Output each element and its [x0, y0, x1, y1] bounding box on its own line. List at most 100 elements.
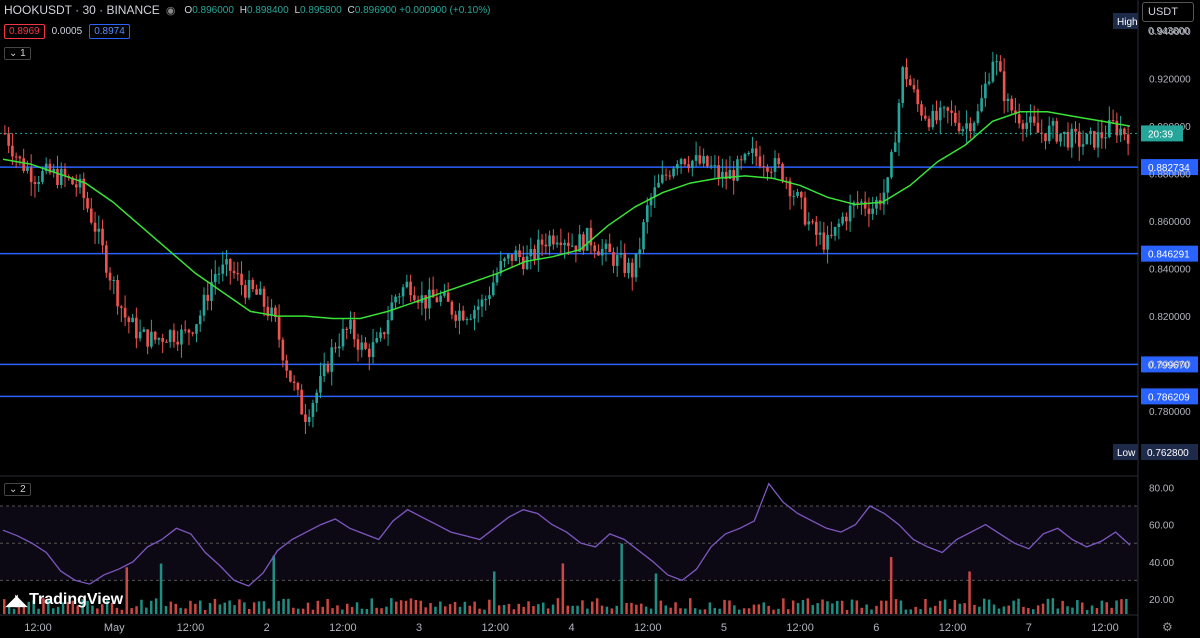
volume-bar	[223, 602, 226, 614]
candle-body	[322, 364, 326, 377]
candle-body	[638, 249, 642, 254]
time-axis[interactable]: 12:00 May 12:00 2 12:00 3 12:00 4 12:00 5 12:00 6 12…	[0, 614, 1138, 634]
volume-bar	[1002, 606, 1006, 614]
candle-body	[619, 253, 623, 255]
candle-body	[672, 168, 675, 177]
candle-body	[345, 328, 349, 330]
candle-body	[180, 329, 183, 345]
pane-1-tag[interactable]: ⌄ 1	[4, 47, 31, 60]
volume-bar	[262, 601, 266, 614]
volume-bar	[120, 609, 124, 614]
volume-bar	[703, 609, 707, 614]
candle-body	[195, 324, 198, 334]
symbol-title[interactable]: HOOKUSDT · 30 · BINANCE	[4, 3, 160, 17]
volume-bar	[767, 605, 770, 614]
volume-bar	[782, 598, 785, 614]
candle-body	[29, 167, 33, 183]
candle-body	[37, 181, 41, 185]
candle-body	[1100, 132, 1104, 139]
candle-body	[987, 81, 991, 84]
candle-body	[488, 295, 491, 300]
volume-bar	[679, 608, 682, 614]
time-tick-label: 12:00	[329, 622, 357, 634]
candle-body	[593, 245, 596, 252]
currency-selector[interactable]: USDT	[1142, 2, 1194, 22]
candle-body	[721, 171, 724, 178]
volume-bar	[561, 563, 565, 614]
last-price-tag	[1141, 125, 1183, 142]
volume-bar	[566, 605, 569, 614]
volume-bar	[47, 599, 50, 614]
volume-bar	[252, 602, 256, 614]
volume-bar	[1110, 607, 1113, 614]
gear-icon[interactable]: ⚙	[1162, 620, 1173, 634]
candle-body	[473, 309, 476, 319]
volume-bar	[718, 608, 721, 614]
candle-body	[585, 227, 589, 251]
candle-body	[14, 156, 18, 158]
candle-body	[360, 342, 364, 350]
rsi-tick-label: 60.00	[1149, 521, 1174, 532]
volume-bar	[610, 608, 614, 614]
volume-bar	[948, 608, 952, 614]
volume-bar	[316, 600, 320, 614]
candle-body	[871, 208, 874, 214]
volume-bar	[429, 603, 432, 614]
volume-bar	[747, 608, 751, 614]
volume-bar	[1081, 602, 1084, 614]
chart-header: HOOKUSDT · 30 · BINANCE ◉ O0.896000 H0.8…	[4, 3, 490, 17]
candle-body	[326, 364, 330, 372]
volume-bar	[365, 609, 369, 614]
volume-bar	[12, 608, 16, 614]
volume-bar	[321, 606, 324, 614]
buy-button[interactable]: 0.8974	[89, 24, 130, 39]
volume-bar	[154, 598, 158, 614]
price-axis[interactable]: 0.9400000.9200000.9000000.8800000.860000…	[1113, 13, 1198, 606]
price-tick-label: 0.780000	[1149, 407, 1191, 418]
volume-bar	[669, 607, 672, 614]
candle-body	[176, 341, 179, 345]
candle-body	[1021, 123, 1025, 129]
volume-bar	[96, 608, 99, 614]
candle-body	[589, 227, 593, 246]
volume-bar	[537, 604, 540, 614]
price-tick-label: 0.860000	[1149, 217, 1191, 228]
candle-body	[341, 328, 345, 347]
candle-body	[1047, 125, 1051, 142]
candle-body	[74, 184, 78, 188]
candle-body	[567, 242, 570, 246]
volume-bar	[497, 605, 501, 614]
candle-body	[818, 232, 822, 235]
volume-bar	[1090, 605, 1094, 614]
sell-button[interactable]: 0.8969	[4, 24, 45, 39]
volume-bar	[189, 600, 192, 614]
candle-body	[1014, 110, 1017, 115]
volume-bar	[693, 608, 697, 614]
candle-body	[754, 148, 758, 157]
volume-bar	[777, 608, 780, 614]
volume-bar	[71, 600, 75, 614]
candle-body	[183, 329, 187, 331]
candle-body	[394, 296, 397, 303]
candle-body	[642, 222, 645, 250]
volume-bar	[983, 598, 986, 614]
eye-icon[interactable]: ◉	[165, 4, 176, 17]
tradingview-logo[interactable]: ◢◣ TradingView	[6, 591, 124, 609]
candle-body	[446, 292, 450, 302]
volume-bar	[654, 573, 658, 614]
volume-bar	[331, 608, 334, 614]
volume-bar	[199, 600, 202, 614]
volume-bar	[929, 607, 932, 614]
price-tick-label: 0.820000	[1149, 312, 1191, 323]
candle-body	[1077, 131, 1081, 147]
candle-body	[382, 332, 386, 335]
volume-bar	[380, 608, 383, 614]
horizontal-levels[interactable]: 0.882734 0.846291 0.799670 0.786209	[0, 159, 1198, 405]
candle-body	[191, 332, 195, 334]
pane-2-tag[interactable]: ⌄ 2	[4, 483, 31, 496]
candle-body	[1006, 98, 1010, 102]
volume-bar	[551, 604, 555, 614]
volume-bar	[816, 603, 819, 614]
candle-body	[1062, 131, 1066, 135]
